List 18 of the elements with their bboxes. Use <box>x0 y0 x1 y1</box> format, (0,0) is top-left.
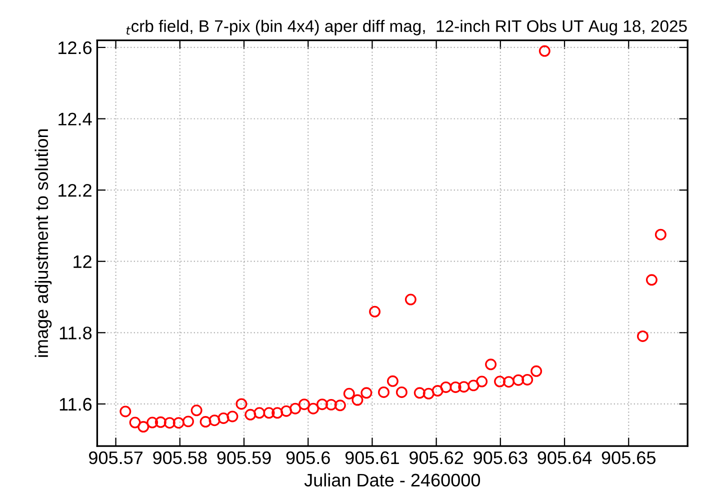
y-tick-label: 11.8 <box>60 326 92 340</box>
x-tick-label: 905.6 <box>286 451 330 464</box>
y-tick-label: 12.6 <box>58 41 92 54</box>
x-tick-label: 905.58 <box>153 451 207 464</box>
y-axis-title: image adjustment to solution <box>34 129 52 357</box>
x-tick-label: 905.65 <box>602 451 656 464</box>
x-tick-label: 905.63 <box>474 451 528 464</box>
chart-title: $_{t}$crb field, B 7-pix (bin 4x4) aper diff mag, 12-inch RIT Obs UT Aug 18, 2025 <box>126 20 687 36</box>
x-tick-label: 905.62 <box>410 451 464 464</box>
y-tick-label: 12.4 <box>58 112 92 126</box>
y-tick-label: 11.6 <box>60 398 92 411</box>
x-tick-label: 905.57 <box>89 451 142 464</box>
x-tick-label: 905.61 <box>345 451 399 464</box>
y-tick-label: 12 <box>74 255 92 268</box>
x-axis-title: Julian Date - 2460000 <box>304 473 480 487</box>
y-tick-label: 12.2 <box>58 184 92 197</box>
x-tick-label: 905.64 <box>538 451 592 464</box>
x-tick-label: 905.59 <box>217 451 271 464</box>
